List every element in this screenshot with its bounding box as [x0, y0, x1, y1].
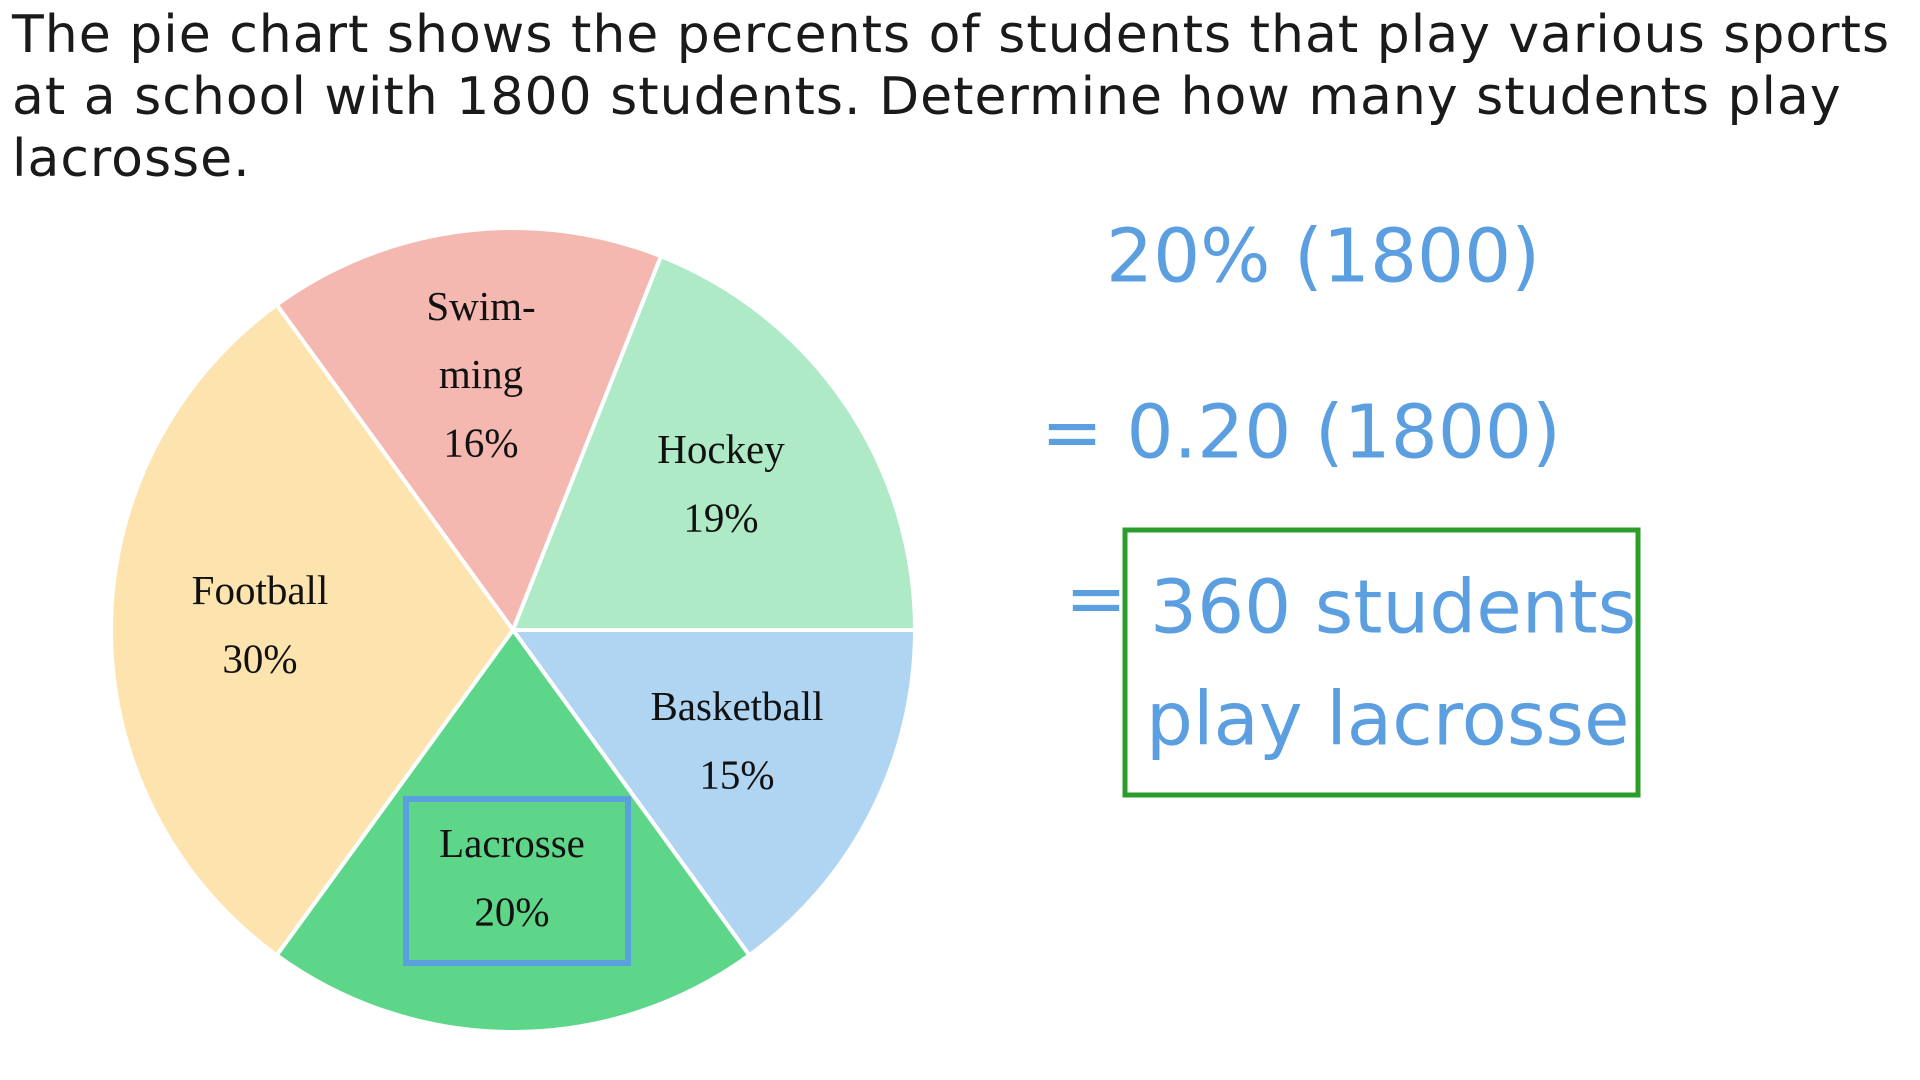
- highlight-box: [403, 796, 631, 966]
- slice-value-label: 30%: [222, 635, 297, 681]
- slice-label: Basketball: [650, 683, 823, 729]
- slice-label: Swim-ming: [426, 283, 535, 397]
- pie-slice: [273, 226, 664, 635]
- slice-value-label: 19%: [683, 494, 758, 540]
- pie-slice: [510, 253, 918, 632]
- slice-value-label: 16%: [443, 419, 518, 465]
- slice-value-label: 15%: [699, 751, 774, 797]
- slice-label: Football: [192, 567, 329, 613]
- slice-value-label: 20%: [474, 888, 549, 934]
- pie-slice: [509, 628, 918, 959]
- answer-line: 360 students: [1150, 565, 1636, 651]
- problem-text: The pie chart shows the percents of stud…: [12, 5, 1891, 189]
- work-line: = 0.20 (1800): [1041, 390, 1561, 476]
- answer-prefix: =: [1065, 556, 1127, 642]
- slice-label: Lacrosse: [439, 820, 585, 866]
- work-line: 20% (1800): [1106, 214, 1540, 300]
- pie: Swim-ming 16% Hockey 19% Basketball 15% Lacros…: [108, 226, 918, 1034]
- pie-slice: [273, 626, 753, 1034]
- answer-box: [1122, 527, 1641, 798]
- answer-line: play lacrosse: [1146, 677, 1630, 763]
- slice-label: Hockey: [657, 426, 785, 472]
- pie-slice: [108, 301, 516, 959]
